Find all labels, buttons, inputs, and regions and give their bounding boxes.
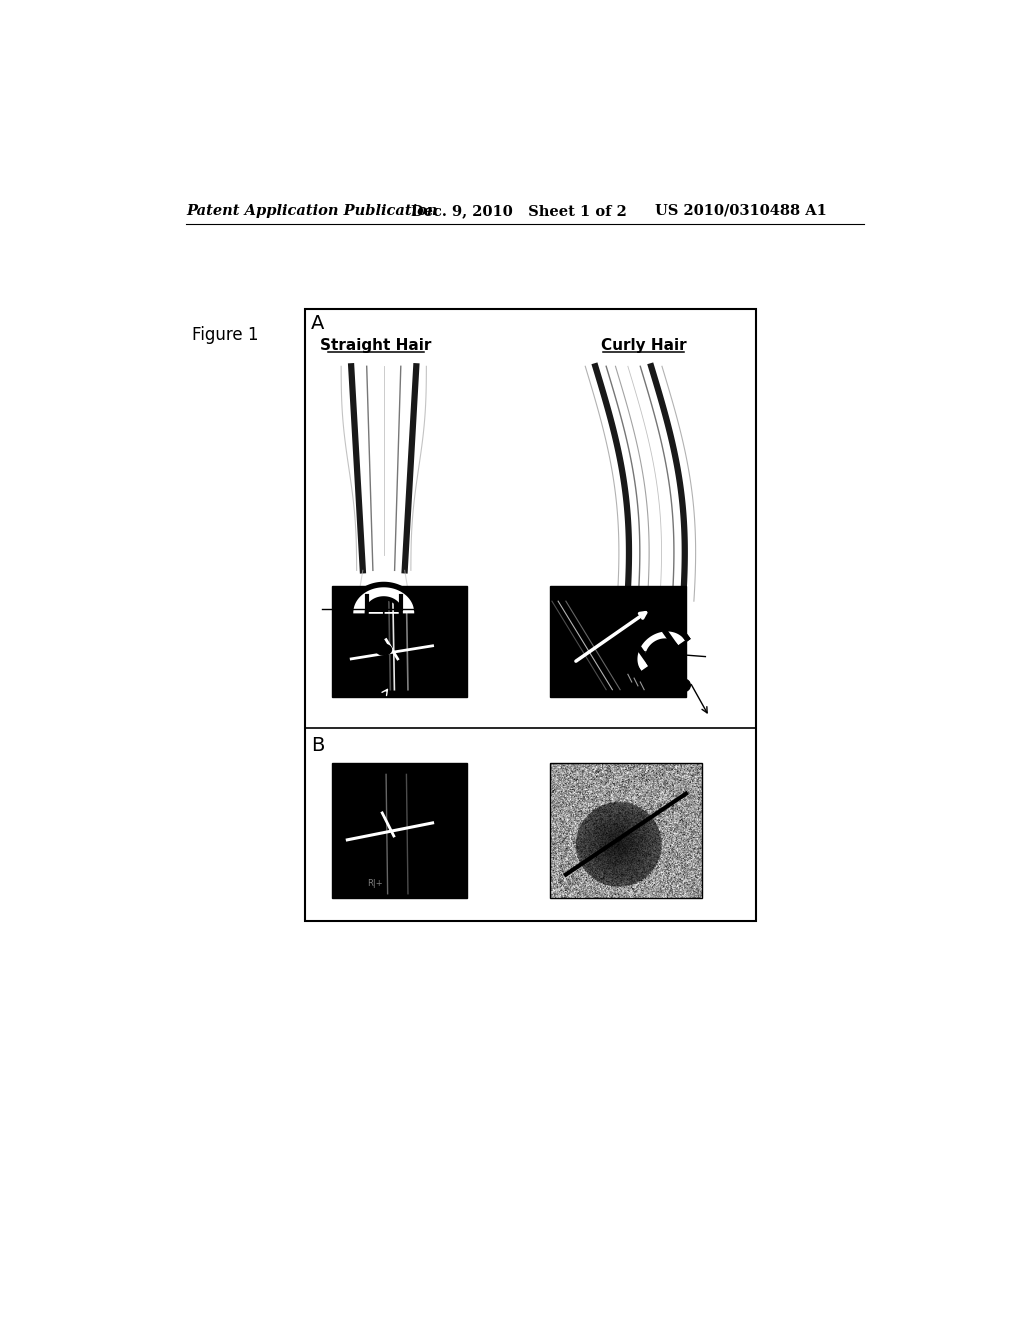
Bar [550, 763, 701, 898]
Text: Figure 1: Figure 1 [191, 326, 258, 345]
Polygon shape [635, 628, 687, 672]
Polygon shape [376, 644, 391, 655]
Text: B: B [311, 735, 325, 755]
Bar [550, 586, 686, 697]
Circle shape [678, 680, 690, 692]
Polygon shape [351, 585, 417, 612]
Text: US 2010/0310488 A1: US 2010/0310488 A1 [655, 203, 826, 218]
Text: Patent Application Publication: Patent Application Publication [186, 203, 437, 218]
Text: A: A [311, 314, 325, 334]
Bar [332, 586, 467, 697]
Text: Straight Hair: Straight Hair [321, 338, 432, 352]
Text: Curly Hair: Curly Hair [600, 338, 686, 352]
Text: R|+: R|+ [367, 879, 382, 888]
Bar [332, 763, 467, 898]
Text: Dec. 9, 2010   Sheet 1 of 2: Dec. 9, 2010 Sheet 1 of 2 [411, 203, 627, 218]
Bar [305, 309, 756, 921]
